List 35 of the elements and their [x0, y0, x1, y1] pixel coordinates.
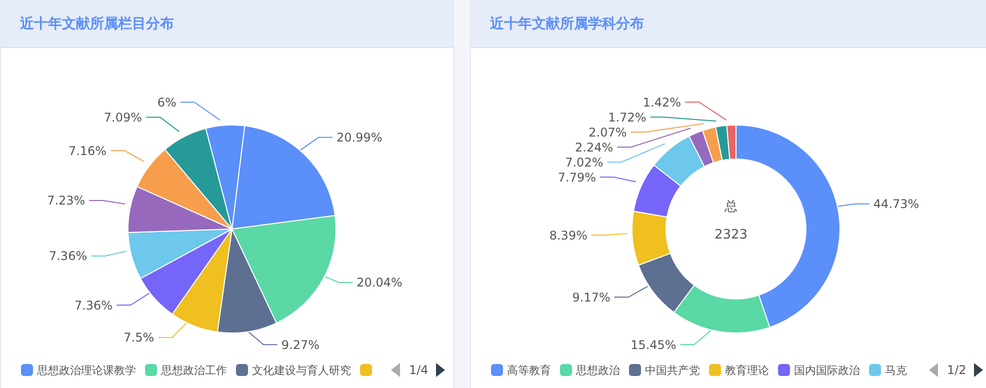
data-label: 1.72% [608, 110, 646, 124]
legend-label: 思想政治 [576, 362, 620, 378]
legend-label: 教育理论 [725, 362, 769, 378]
data-label: 9.27% [281, 338, 320, 352]
legend-label: 高等教育 [507, 362, 551, 378]
legend-label: 马克 [885, 362, 907, 378]
data-label: 7.23% [47, 194, 86, 208]
legend-label: 思想政治理论课教学 [37, 362, 136, 378]
data-label: 7.09% [104, 110, 142, 124]
data-label: 20.99% [336, 130, 382, 145]
chart-title: 近十年文献所属栏目分布 [1, 0, 453, 48]
data-label: 44.73% [873, 197, 920, 212]
data-label: 1.42% [642, 95, 682, 110]
data-label: 2.07% [588, 125, 627, 140]
data-label: 7.5% [124, 330, 154, 345]
legend-label: 中国共产党 [645, 362, 700, 378]
legend-label: 国内国际政治 [794, 362, 860, 378]
data-label: 7.16% [68, 144, 107, 158]
text: 1/4 [409, 363, 428, 377]
data-label: 8.39% [549, 228, 588, 242]
chart-title: 近十年文献所属学科分布 [471, 0, 986, 48]
data-label: 20.04% [356, 276, 402, 290]
data-label: 9.17% [572, 290, 610, 304]
data-label: 15.45% [630, 338, 676, 352]
legend-label: 文化建设与育人研究 [252, 362, 351, 378]
data-label: 2.24% [575, 140, 614, 154]
data-label: 7.36% [48, 249, 88, 264]
data-label: 7.36% [74, 298, 113, 312]
legend-label: 思想政治工作 [161, 362, 227, 378]
data-label: 7.79% [558, 170, 596, 184]
text: 2323 [714, 228, 748, 243]
text: 总 [724, 200, 738, 215]
text: 1/2 [947, 363, 966, 377]
data-label: 6% [157, 95, 176, 110]
data-label: 7.02% [565, 155, 604, 170]
